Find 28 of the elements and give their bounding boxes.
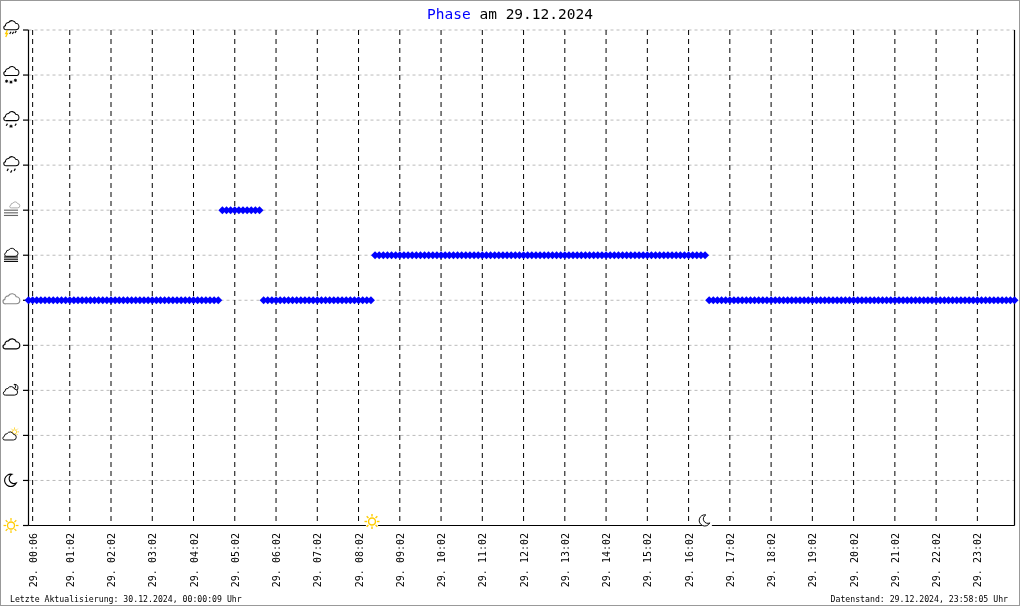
text: Letzte Aktualisierung: 30.12.2024, 00:00:09 Uhr	[10, 594, 242, 604]
x-tick-label: 29. 04:02	[188, 533, 200, 588]
x-tick-label: 29. 13:02	[559, 533, 571, 588]
x-tick-label: 29. 19:02	[806, 533, 818, 588]
x-tick-label: 29. 22:02	[930, 533, 942, 588]
x-tick-label: 29. 08:02	[353, 533, 365, 588]
x-tick-label: 29. 07:02	[311, 533, 323, 588]
text: Datenstand: 29.12.2024, 23:58:05 Uhr	[830, 594, 1009, 604]
x-tick-label: 29. 15:02	[641, 533, 653, 588]
x-tick-label: 29. 05:02	[229, 533, 241, 588]
x-tick-label: 29. 18:02	[765, 533, 777, 588]
x-tick-label: 29. 06:02	[270, 533, 282, 588]
x-tick-label: 29. 14:02	[600, 533, 612, 588]
x-tick-label: 29. 00:06	[27, 533, 39, 588]
x-tick-label: 29. 09:02	[394, 533, 406, 588]
x-tick-label: 29. 20:02	[848, 533, 860, 588]
x-tick-label: 29. 16:02	[683, 533, 695, 588]
x-tick-label: 29. 02:02	[105, 533, 117, 588]
x-tick-label: 29. 01:02	[64, 533, 76, 588]
x-tick-label: 29. 11:02	[476, 533, 488, 588]
x-tick-label: 29. 23:02	[971, 533, 983, 588]
x-tick-label: 29. 21:02	[889, 533, 901, 588]
x-tick-label: 29. 12:02	[518, 533, 530, 588]
text: Phase	[427, 6, 471, 22]
x-tick-label: 29. 17:02	[724, 533, 736, 588]
x-tick-label: 29. 03:02	[146, 533, 158, 588]
chart-title: am 29.12.2024	[479, 6, 594, 22]
x-tick-label: 29. 10:02	[435, 533, 447, 588]
